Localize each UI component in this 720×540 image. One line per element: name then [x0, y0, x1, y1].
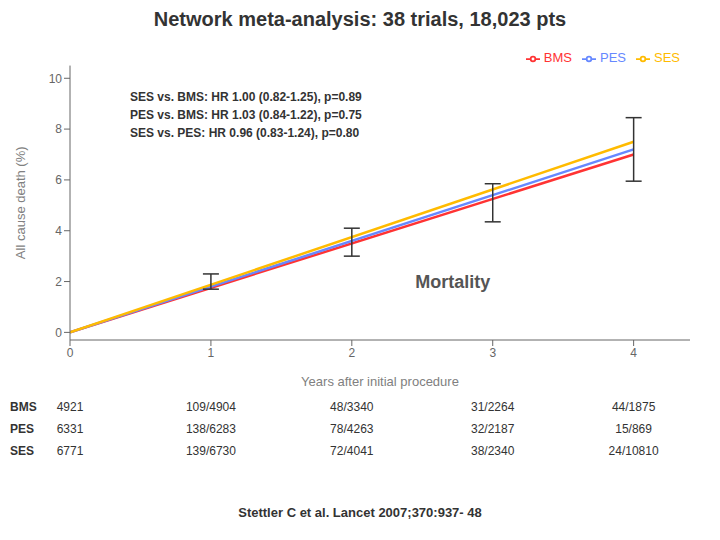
html-text:SES vs. BMS: HR 1.00 (0.82-1.2: SES vs. BMS: HR 1.00 (0.82-1.25), p=0.89: [130, 90, 362, 104]
svg-text:2: 2: [55, 275, 62, 289]
svg-text:1: 1: [208, 346, 215, 360]
svg-text:2: 2: [348, 346, 355, 360]
html-text:44/1875: 44/1875: [611, 400, 656, 414]
html-text:PES: PES: [10, 422, 34, 436]
svg-text:All cause death (%): All cause death (%): [13, 146, 28, 259]
html-text:38/2340: 38/2340: [471, 444, 515, 458]
html-text:139/6730: 139/6730: [185, 444, 236, 458]
html-text:6331: 6331: [56, 422, 84, 436]
html-text:72/4041: 72/4041: [330, 444, 374, 458]
html-text:PES vs. BMS: HR 1.03 (0.84-1.2: PES vs. BMS: HR 1.03 (0.84-1.22), p=0.75: [130, 108, 362, 122]
svg-text:8: 8: [55, 122, 62, 136]
html-text:32/2187: 32/2187: [471, 422, 515, 436]
html-text:48/3340: 48/3340: [330, 400, 374, 414]
html-text:Network meta-analysis: 38 tria: Network meta-analysis: 38 trials, 18,023…: [153, 8, 567, 30]
svg-text:0: 0: [55, 326, 62, 340]
html-text:78/4263: 78/4263: [330, 422, 374, 436]
svg-text:6: 6: [55, 173, 62, 187]
html-text:BMS: BMS: [543, 50, 572, 65]
html-text:15/869: 15/869: [615, 422, 652, 436]
html-text:BMS: BMS: [10, 400, 37, 414]
html-text:138/6283: 138/6283: [185, 422, 236, 436]
html-text:4921: 4921: [56, 400, 84, 414]
svg-text:10: 10: [49, 72, 63, 86]
svg-text:Years after initial procedure: Years after initial procedure: [301, 374, 459, 389]
html-text:24/10810: 24/10810: [608, 444, 659, 458]
html-text:Stettler C et al. Lancet 2007;: Stettler C et al. Lancet 2007;370:937- 4…: [238, 505, 482, 520]
svg-text:Mortality: Mortality: [415, 272, 490, 292]
html-text:PES: PES: [600, 50, 626, 65]
svg-text:4: 4: [55, 224, 62, 238]
svg-text:4: 4: [630, 346, 637, 360]
html-text:SES: SES: [10, 444, 34, 458]
html-text:SES: SES: [654, 50, 680, 65]
html-text:109/4904: 109/4904: [185, 400, 236, 414]
svg-text:0: 0: [67, 346, 74, 360]
svg-text:3: 3: [489, 346, 496, 360]
html-text:SES vs. PES: HR 0.96 (0.83-1.2: SES vs. PES: HR 0.96 (0.83-1.24), p=0.80: [130, 126, 360, 140]
html-text:6771: 6771: [56, 444, 84, 458]
html-text:31/2264: 31/2264: [471, 400, 515, 414]
